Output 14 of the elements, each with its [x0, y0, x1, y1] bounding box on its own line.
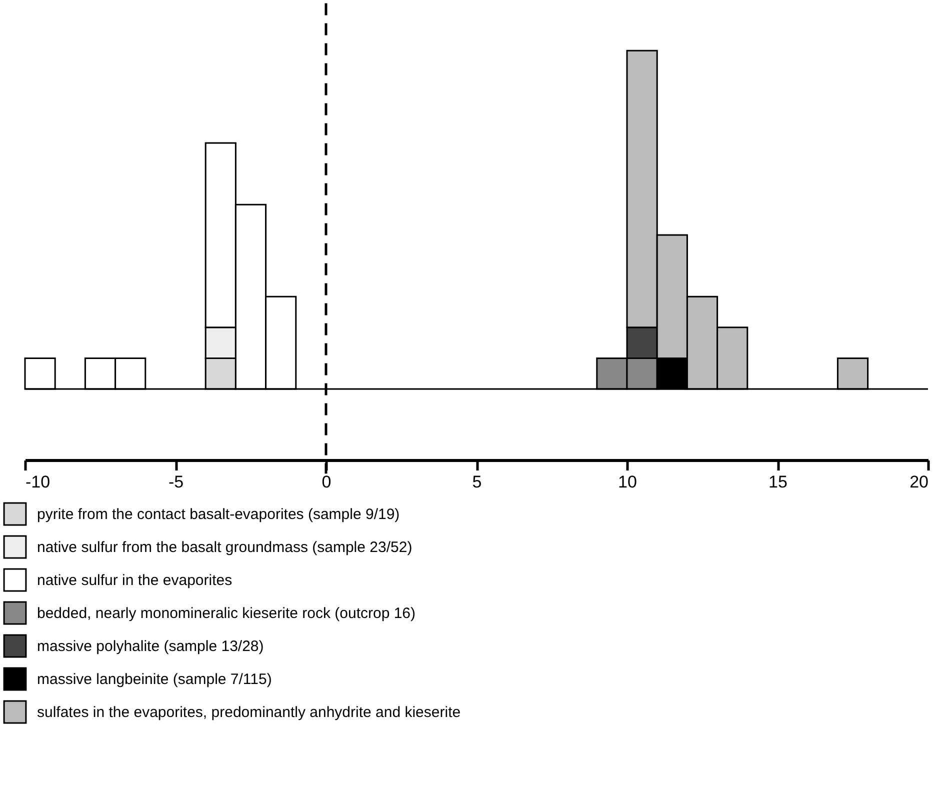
legend-label: massive langbeinite (sample 7/115) [37, 671, 272, 688]
legend-label: native sulfur from the basalt groundmass (sample 23/52) [37, 539, 412, 556]
legend-label: pyrite from the contact basalt-evaporites (sample 9/19) [37, 506, 400, 523]
x-tick-label: 5 [472, 472, 482, 492]
legend-label: native sulfur in the evaporites [37, 572, 232, 589]
x-tick-label: 20 [910, 472, 928, 492]
legend-label: bedded, nearly monomineralic kieserite rock (outcrop 16) [37, 605, 416, 622]
x-tick-label: 0 [322, 472, 332, 492]
x-tick-label: -10 [26, 472, 50, 492]
x-tick-label: 10 [618, 472, 637, 492]
x-tick-label: 15 [768, 472, 788, 492]
legend-label: sulfates in the evaporites, predominantly anhydrite and kieserite [37, 704, 461, 721]
legend-label: massive polyhalite (sample 13/28) [37, 638, 264, 655]
x-tick-label: -5 [168, 472, 184, 492]
